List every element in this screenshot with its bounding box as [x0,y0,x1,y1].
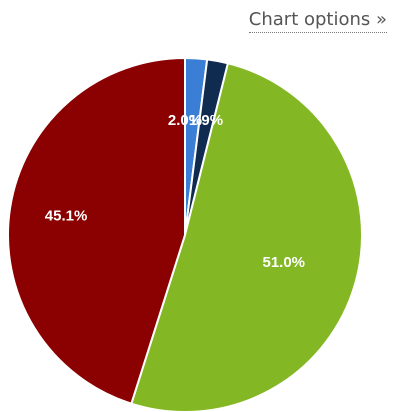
pie-slice-label-4: 45.1% [45,208,88,225]
pie-slice-label-1: 2.0% [168,112,202,129]
pie-slice-label-2: 1.9% [189,112,223,129]
pie-slice-3[interactable] [130,62,363,412]
pie-slice-label-3: 51.0% [262,254,305,271]
pie-slice-4[interactable] [7,56,186,405]
pie-labels: 2.0%1.9% 51.0% 45.1% [45,112,305,271]
chart-options-link[interactable]: Chart options » [248,8,387,33]
pie-slices [7,56,363,412]
